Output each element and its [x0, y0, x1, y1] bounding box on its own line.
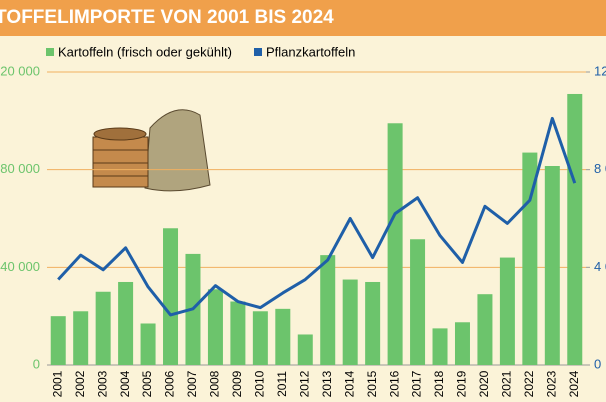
- illustration: [92, 109, 211, 192]
- x-tick-label: 2024: [567, 370, 581, 397]
- bar: [163, 228, 179, 365]
- bar: [297, 334, 313, 365]
- chart-title: KARTOFFELIMPORTE VON 2001 BIS 2024: [0, 7, 334, 28]
- bar: [387, 123, 403, 366]
- bar: [365, 281, 381, 365]
- x-tick-label: 2007: [185, 370, 199, 397]
- bar: [342, 279, 358, 365]
- bar: [432, 328, 448, 365]
- legend-swatch: [254, 48, 262, 56]
- x-tick-label: 2001: [50, 370, 64, 397]
- x-tick-label: 2008: [208, 370, 222, 397]
- y-tick-label: 80 000: [0, 161, 40, 176]
- line: [57, 116, 577, 317]
- x-tick-label: 2021: [500, 370, 514, 397]
- bar: [567, 93, 583, 365]
- bar: [477, 294, 493, 365]
- y-tick-label: 0: [33, 356, 40, 371]
- bar: [73, 311, 89, 365]
- bar: [50, 316, 66, 365]
- x-tick-label: 2002: [73, 370, 87, 397]
- x-tick-label: 2023: [544, 370, 558, 397]
- x-tick-label: 2003: [95, 370, 109, 397]
- bar: [140, 323, 156, 365]
- y2-tick-label: 12 000: [594, 63, 606, 78]
- bar: [95, 291, 111, 365]
- y2-tick-label: 0: [594, 356, 601, 371]
- x-tick-label: 2017: [410, 370, 424, 397]
- legend-swatch: [46, 48, 54, 56]
- bar: [252, 311, 268, 365]
- x-tick-label: 2011: [275, 371, 289, 397]
- y2-tick-label: 4 000: [594, 259, 606, 274]
- legend-label: Kartoffeln (frisch oder gekühlt): [58, 44, 232, 59]
- x-tick-label: 2015: [365, 370, 379, 397]
- x-tick-label: 2009: [230, 370, 244, 397]
- bar: [230, 301, 246, 365]
- bar: [118, 281, 134, 365]
- x-tick-label: 2022: [522, 370, 536, 397]
- x-tick-label: 2018: [432, 370, 446, 397]
- y2-tick-label: 8 000: [594, 161, 606, 176]
- header-bar: [0, 0, 606, 36]
- x-tick-label: 2016: [387, 370, 401, 397]
- x-tick-label: 2013: [320, 370, 334, 397]
- x-tick-label: 2012: [297, 370, 311, 397]
- bar: [410, 239, 426, 365]
- y-tick-label: 120 000: [0, 63, 40, 78]
- x-tick-label: 2006: [163, 370, 177, 397]
- bar: [275, 308, 291, 365]
- y-tick-label: 40 000: [0, 259, 40, 274]
- x-tick-label: 2004: [118, 370, 132, 397]
- bar: [207, 289, 223, 365]
- bar: [499, 257, 515, 365]
- bar: [320, 255, 336, 365]
- bar: [454, 322, 470, 365]
- x-tick-label: 2010: [253, 370, 267, 397]
- x-tick-label: 2019: [455, 370, 469, 397]
- x-tick-label: 2020: [477, 370, 491, 397]
- x-tick-label: 2005: [140, 370, 154, 397]
- legend-label: Pflanzkartoffeln: [266, 44, 355, 59]
- bar: [544, 166, 560, 365]
- x-tick-label: 2014: [342, 370, 356, 397]
